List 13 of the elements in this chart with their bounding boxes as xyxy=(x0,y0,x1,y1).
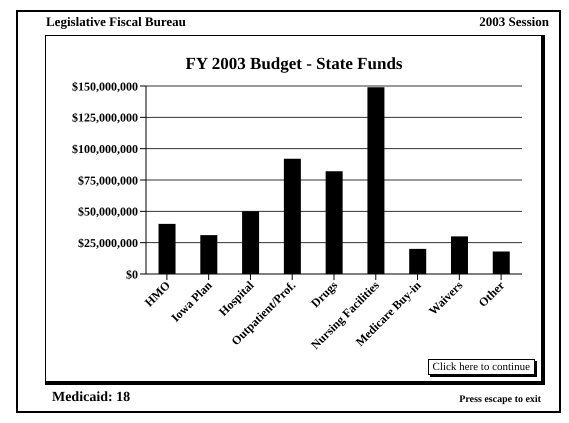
y-tick-label: $150,000,000 xyxy=(72,79,138,94)
chart-title: FY 2003 Budget - State Funds xyxy=(184,54,404,74)
text: Legislative Fiscal Bureau xyxy=(46,14,186,30)
y-tick-label: $100,000,000 xyxy=(72,142,138,156)
text: Press escape to exit xyxy=(459,394,541,405)
y-tick-label: $50,000,000 xyxy=(78,204,138,219)
text: 2003 Session xyxy=(479,14,549,30)
y-tick-label: $125,000,000 xyxy=(72,110,138,125)
text: Medicaid: 18 xyxy=(52,390,130,406)
text: Click here to continue xyxy=(428,359,535,375)
y-tick-label: $75,000,000 xyxy=(78,173,138,188)
y-tick-label: $0 xyxy=(126,267,138,282)
y-tick-label: $25,000,000 xyxy=(78,236,138,250)
